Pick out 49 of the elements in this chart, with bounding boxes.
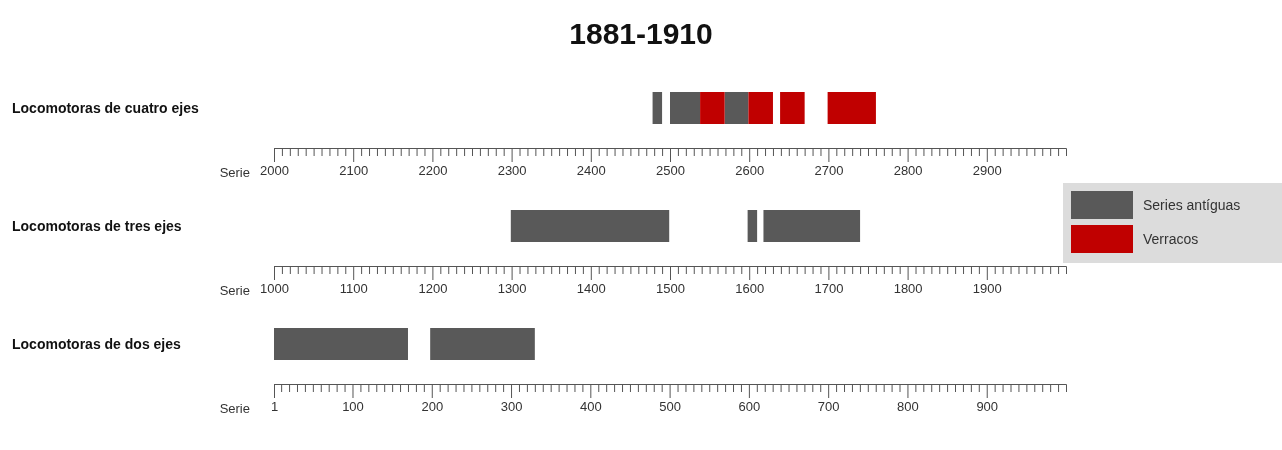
- x-tick-label: 500: [659, 399, 681, 415]
- x-tick-label: 400: [579, 399, 602, 415]
- bar: [748, 92, 773, 124]
- x-tick-label: 2600: [735, 163, 765, 179]
- x-tick-label: 1400: [576, 281, 606, 297]
- x-tick-label: 2700: [814, 163, 844, 179]
- y-tick-label: Locomotoras de tres ejes: [12, 218, 182, 234]
- x-tick-label: 700: [817, 399, 840, 415]
- x-tick-label: 900: [976, 399, 999, 415]
- x-tick-label: 200: [421, 399, 444, 415]
- x-tick-label: 1700: [814, 281, 844, 297]
- x-tick-label: 2200: [418, 163, 448, 179]
- y-tick-label: Locomotoras de dos ejes: [12, 336, 182, 352]
- bar: [763, 210, 861, 242]
- x-tick-label: 600: [738, 399, 761, 415]
- bar: [652, 92, 663, 124]
- x-tick-label: 2500: [656, 163, 685, 179]
- bar: [780, 92, 805, 124]
- x-tick-label: 2800: [893, 163, 923, 179]
- x-tick-label: 2100: [339, 163, 369, 179]
- legend-label: Verracos: [1143, 231, 1199, 247]
- bar: [724, 92, 749, 124]
- x-axis-title: Serie: [219, 401, 250, 416]
- legend-label: Series antíguas: [1143, 197, 1241, 213]
- x-tick-label: 2400: [576, 163, 606, 179]
- x-tick-label: 1000: [260, 281, 289, 297]
- x-tick-label: 2300: [497, 163, 527, 179]
- x-tick-label: 1100: [339, 281, 368, 297]
- x-tick-label: 100: [342, 399, 364, 415]
- x-tick-label: 1600: [735, 281, 765, 297]
- bar: [747, 210, 758, 242]
- x-tick-label: 300: [500, 399, 523, 415]
- x-tick-label: 1800: [893, 281, 923, 297]
- chart-title: 1881-1910: [569, 17, 713, 50]
- x-axis-title: Serie: [219, 165, 250, 180]
- x-axis-title: Serie: [219, 283, 250, 298]
- bar: [670, 92, 701, 124]
- x-tick-label: 2900: [972, 163, 1002, 179]
- bar: [700, 92, 725, 124]
- x-tick-label: 1200: [418, 281, 448, 297]
- x-tick-label: 2000: [260, 163, 289, 179]
- x-tick-label: 1300: [497, 281, 527, 297]
- y-tick-label: Locomotoras de cuatro ejes: [12, 100, 199, 116]
- bar: [827, 92, 876, 124]
- x-tick-label: 1900: [972, 281, 1002, 297]
- bar: [510, 210, 670, 242]
- x-tick-label: 800: [897, 399, 919, 415]
- x-tick-label: 1: [270, 399, 279, 415]
- x-tick-label: 1500: [656, 281, 685, 297]
